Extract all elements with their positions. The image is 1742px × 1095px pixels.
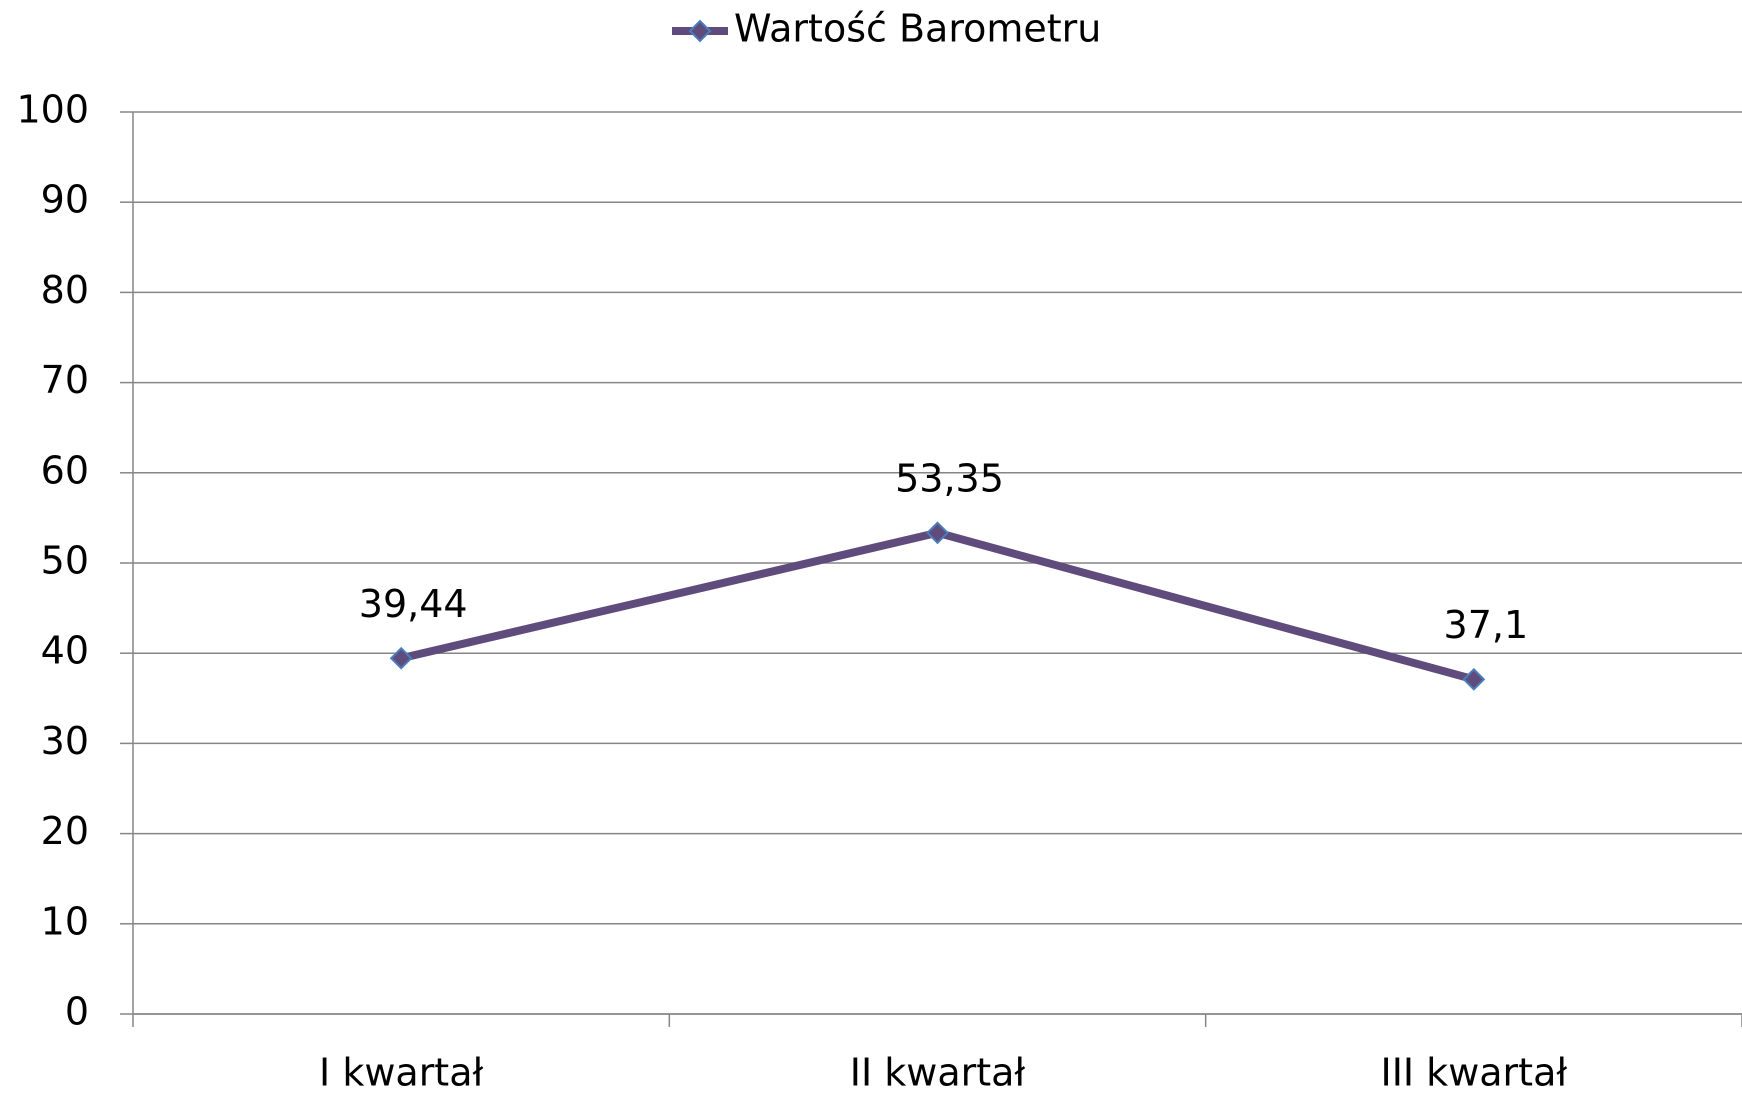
legend-marker (688, 19, 712, 43)
y-tick-label: 30 (41, 719, 89, 763)
y-tick-label: 40 (41, 629, 89, 673)
marker (1462, 667, 1486, 691)
y-tick-label: 90 (41, 178, 89, 222)
data-label: 53,35 (895, 456, 1004, 500)
y-tick-label: 80 (41, 268, 89, 312)
y-tick-label: 10 (41, 899, 89, 943)
marker (926, 521, 949, 545)
marker (389, 646, 413, 670)
y-tick-label: 0 (65, 990, 89, 1034)
x-tick-label: II kwartał (850, 1051, 1026, 1095)
data-label: 39,44 (359, 582, 468, 626)
y-tick-label: 100 (16, 88, 89, 132)
y-tick-label: 70 (41, 358, 89, 402)
y-tick-label: 50 (41, 539, 89, 583)
x-tick-label: III kwartał (1380, 1051, 1567, 1095)
x-tick-label: I kwartał (319, 1051, 483, 1095)
y-tick-label: 60 (41, 448, 89, 492)
legend-label: Wartość Barometru (734, 7, 1101, 51)
data-label: 37,1 (1444, 603, 1529, 647)
y-tick-label: 20 (41, 809, 89, 853)
